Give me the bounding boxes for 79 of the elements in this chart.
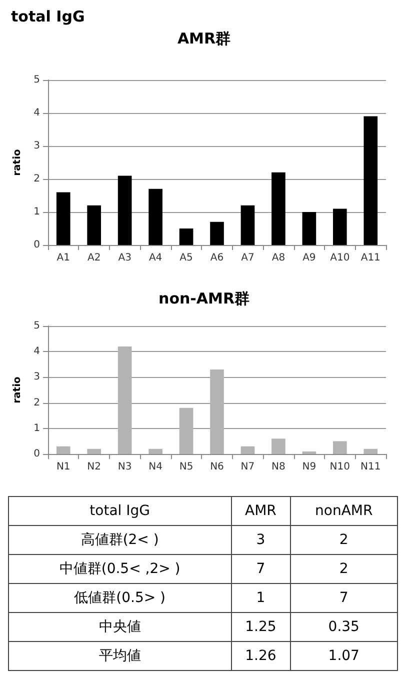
bar [240, 205, 255, 245]
bar [332, 208, 347, 245]
bar [272, 172, 286, 245]
category-label: 平均値 [98, 648, 141, 664]
y-tick-label: 0 [34, 448, 40, 460]
text: 1.25 [245, 619, 276, 635]
text: total IgG [8, 496, 232, 526]
x-tick-label: A1 [56, 252, 70, 264]
x-tick-label: A4 [148, 252, 162, 264]
chart-subtitle: AMR群 [177, 30, 231, 48]
x-tick-label: N11 [360, 462, 381, 472]
chart-title: total IgG [11, 8, 85, 26]
text: 7 [256, 561, 266, 577]
x-tick-label: A8 [272, 252, 286, 264]
y-tick-label: 5 [34, 320, 40, 332]
category-label: 高値群(2< ) [80, 532, 159, 548]
x-tick-label: A10 [330, 252, 350, 264]
x-tick-label: N5 [179, 462, 194, 472]
bar [179, 228, 194, 245]
bar [87, 448, 102, 454]
x-tick-label: A9 [302, 252, 316, 264]
text: 7 [339, 590, 348, 606]
bar [210, 370, 224, 454]
text: 1.07 [328, 648, 360, 664]
bar [302, 451, 316, 454]
y-tick-label: 0 [34, 240, 40, 250]
bar [118, 176, 132, 245]
y-axis-title: ratio [12, 148, 24, 176]
bar [332, 441, 347, 454]
y-tick-label: 5 [34, 74, 40, 86]
bar [210, 222, 224, 245]
text: 0.35 [328, 619, 360, 635]
x-tick-label: N10 [330, 462, 350, 472]
bar [364, 448, 378, 454]
text: 1 [256, 590, 266, 606]
x-tick-label: N8 [272, 462, 286, 472]
x-tick-label: N6 [210, 462, 224, 472]
x-tick-label: N4 [148, 462, 162, 472]
text: 2 [339, 532, 348, 548]
category-label: AMR [231, 496, 290, 526]
bar [87, 205, 102, 245]
text: 1.26 [245, 648, 276, 664]
x-tick-label: N2 [87, 462, 102, 472]
text: 3 [256, 532, 266, 548]
y-tick-label: 2 [34, 174, 40, 184]
x-tick-label: N1 [56, 462, 70, 472]
y-tick-label: 3 [34, 140, 40, 152]
category-label: 中央値 [98, 619, 141, 635]
x-tick-label: A5 [180, 252, 193, 264]
category-label: 低値群(0.5> ) [74, 590, 166, 606]
y-tick-label: 4 [34, 108, 40, 118]
bar [272, 438, 286, 454]
text: 2 [339, 561, 348, 577]
category-label: nonAMR [290, 496, 398, 526]
bar [179, 408, 194, 454]
y-tick-label: 4 [34, 346, 40, 358]
bar [56, 192, 70, 245]
x-tick-label: A11 [360, 252, 380, 264]
y-tick-label: 2 [34, 397, 40, 408]
x-tick-label: A7 [241, 252, 254, 264]
chart-title: non-AMR群 [158, 290, 250, 308]
x-tick-label: A2 [87, 252, 101, 264]
y-tick-label: 1 [34, 422, 40, 434]
y-axis-title: ratio [12, 376, 24, 404]
bar [118, 346, 132, 454]
bar [364, 116, 378, 245]
y-tick-label: 3 [34, 372, 40, 383]
category-label: 中値群(0.5< ,2> ) [59, 561, 180, 577]
bar [240, 446, 255, 454]
x-tick-label: N3 [118, 462, 132, 472]
x-tick-label: A3 [118, 252, 132, 264]
bar [148, 448, 162, 454]
x-tick-label: N9 [302, 462, 316, 472]
bar [56, 446, 70, 454]
x-tick-label: N7 [240, 462, 255, 472]
bar [302, 212, 316, 245]
bar [148, 188, 162, 245]
y-tick-label: 1 [34, 206, 40, 218]
x-tick-label: A6 [210, 252, 224, 264]
